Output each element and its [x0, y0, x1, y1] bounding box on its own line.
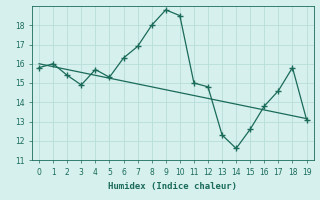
X-axis label: Humidex (Indice chaleur): Humidex (Indice chaleur) [108, 182, 237, 191]
